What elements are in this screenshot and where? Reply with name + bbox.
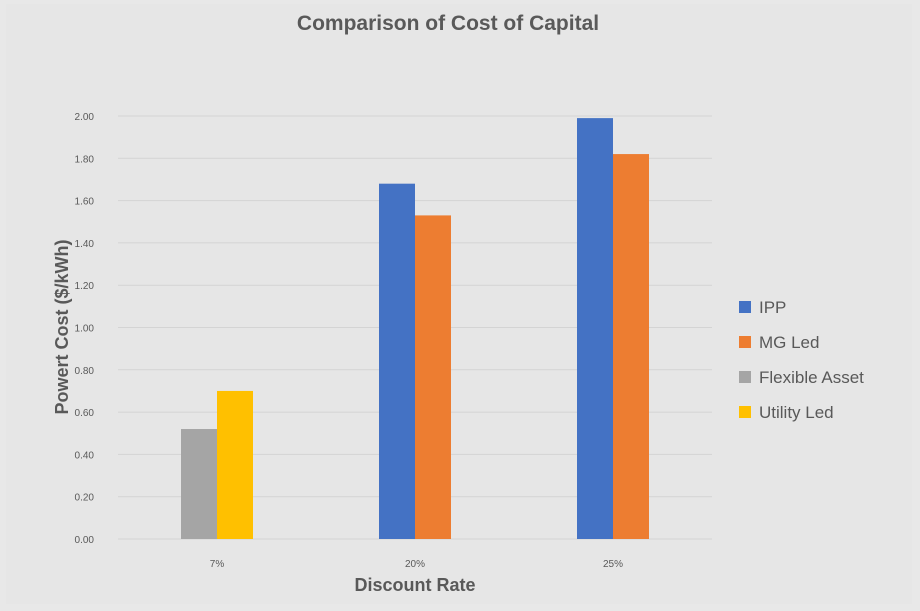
- legend-label: MG Led: [759, 333, 819, 352]
- bar-utility-led-0: [217, 390, 253, 539]
- y-tick-label: 0.80: [75, 366, 95, 377]
- x-tick-label: 25%: [603, 559, 623, 570]
- legend-label: Utility Led: [759, 403, 834, 422]
- legend-swatch: [739, 371, 751, 383]
- legend-swatch: [739, 406, 751, 418]
- y-tick-label: 0.60: [75, 408, 95, 419]
- y-tick-label: 1.40: [75, 239, 95, 250]
- x-tick-label: 20%: [405, 559, 425, 570]
- y-tick-label: 1.00: [75, 324, 95, 335]
- bar-mg-led-1: [415, 215, 451, 539]
- y-tick-label: 0.40: [75, 450, 95, 461]
- y-tick-label: 0.00: [75, 535, 95, 546]
- chart-frame: Comparison of Cost of Capital 0.00 0.20 0.…: [6, 4, 912, 604]
- y-tick-label: 1.60: [75, 197, 95, 208]
- y-axis-ticks: 0.00 0.20 0.40 0.60 0.80 1.00 1.20 1.40 1.60 1.80…: [75, 112, 95, 546]
- x-tick-label: 7%: [210, 559, 225, 570]
- legend-label: IPP: [759, 298, 786, 317]
- y-tick-label: 2.00: [75, 112, 95, 123]
- y-axis-title: Powert Cost ($/kWh): [52, 239, 72, 414]
- chart-canvas: Comparison of Cost of Capital 0.000.200.…: [52, 12, 864, 595]
- bars: [181, 118, 649, 540]
- bar-ipp-1: [379, 183, 415, 539]
- legend-label: Flexible Asset: [759, 368, 864, 387]
- chart-title: Comparison of Cost of Capital: [297, 12, 599, 35]
- legend-swatch: [739, 336, 751, 348]
- bar-ipp-2: [577, 118, 613, 540]
- x-axis-ticks: 7% 20% 25%: [210, 559, 623, 570]
- y-tick-label: 0.20: [75, 493, 95, 504]
- x-axis-title: Discount Rate: [354, 575, 475, 595]
- legend-swatch: [739, 301, 751, 313]
- y-tick-label: 1.20: [75, 281, 95, 292]
- bar-mg-led-2: [613, 154, 649, 539]
- bar-flexible-asset-0: [181, 429, 217, 539]
- legend: IPP MG Led Flexible Asset Utility Led: [739, 298, 864, 422]
- y-tick-label: 1.80: [75, 154, 95, 165]
